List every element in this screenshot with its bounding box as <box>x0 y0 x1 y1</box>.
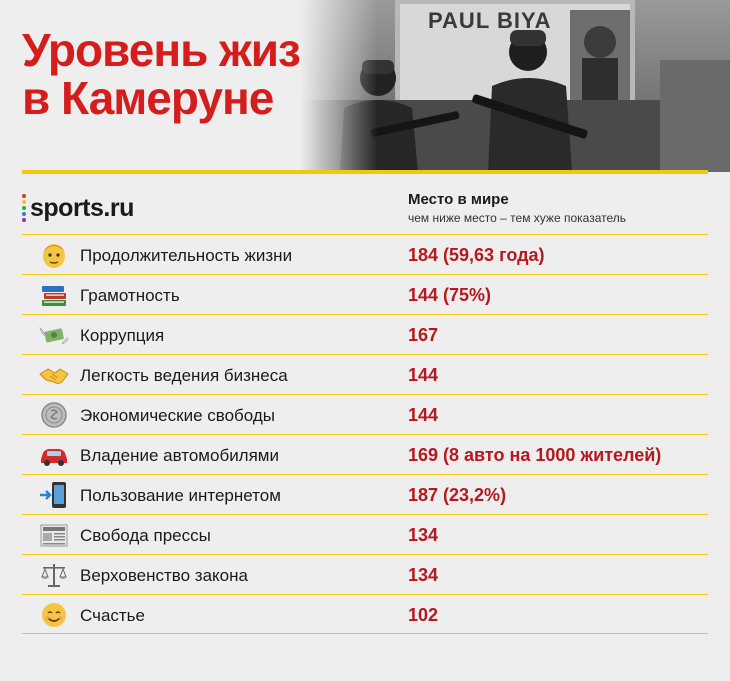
column-header: Место в мире чем ниже место – тем хуже п… <box>408 191 626 225</box>
sports-ru-logo: sports.ru <box>22 193 134 223</box>
row-value: 144 <box>408 365 439 385</box>
logo-text: sports.ru <box>30 193 134 222</box>
row-label: Легкость ведения бизнеса <box>80 366 288 385</box>
table-row: Владение автомобилями 169 (8 авто на 100… <box>22 434 708 474</box>
row-value: 169 (8 авто на 1000 жителей) <box>408 445 662 465</box>
table-row: Верховенство закона 134 <box>22 554 708 594</box>
row-value: 184 (59,63 года) <box>408 245 545 265</box>
table-row: Легкость ведения бизнеса 144 <box>22 354 708 394</box>
title-line-1: Уровень жизни <box>22 24 355 76</box>
row-value: 187 (23,2%) <box>408 485 507 505</box>
row-label: Пользование интернетом <box>80 486 281 505</box>
newspaper-icon <box>38 520 70 550</box>
row-label: Экономические свободы <box>80 406 276 425</box>
smile-icon <box>38 600 70 630</box>
billboard-text: PAUL BIYA <box>428 8 552 33</box>
header-divider <box>22 170 708 174</box>
row-value: 144 <box>408 405 439 425</box>
ranking-table: Продолжительность жизни 184 (59,63 года)… <box>22 234 708 634</box>
row-label: Счастье <box>80 606 145 625</box>
table-row: Грамотность 144 (75%) <box>22 274 708 314</box>
money-wings-icon <box>38 320 70 350</box>
coin-icon <box>38 400 70 430</box>
title-line-2: в Камеруне <box>22 72 274 124</box>
row-label: Верховенство закона <box>80 566 248 585</box>
row-label: Коррупция <box>80 326 165 345</box>
row-value: 167 <box>408 325 439 345</box>
row-label: Владение автомобилями <box>80 446 279 465</box>
car-icon <box>38 440 70 470</box>
scales-icon <box>38 560 70 590</box>
column-title: Место в мире <box>408 191 509 208</box>
mobile-arrow-icon <box>38 480 70 510</box>
man-face-icon <box>38 240 70 270</box>
header-photo: PAUL BIYA <box>300 0 730 172</box>
column-note: чем ниже место – тем хуже показатель <box>408 211 626 225</box>
table-row: Экономические свободы 144 <box>22 394 708 434</box>
row-value: 134 <box>408 565 439 585</box>
row-label: Грамотность <box>80 286 180 305</box>
handshake-icon <box>38 360 70 390</box>
row-value: 144 (75%) <box>408 285 492 305</box>
page-title: Уровень жизни в Камеруне <box>22 24 355 124</box>
row-label: Свобода прессы <box>80 526 211 545</box>
row-label: Продолжительность жизни <box>80 246 293 265</box>
table-row: Коррупция 167 <box>22 314 708 354</box>
books-icon <box>38 280 70 310</box>
table-row: Продолжительность жизни 184 (59,63 года) <box>22 234 708 274</box>
table-row: Пользование интернетом 187 (23,2%) <box>22 474 708 514</box>
row-value: 134 <box>408 525 439 545</box>
table-row: Счастье 102 <box>22 594 708 634</box>
row-value: 102 <box>408 605 439 625</box>
table-row: Свобода прессы 134 <box>22 514 708 554</box>
logo-dots <box>22 194 26 222</box>
